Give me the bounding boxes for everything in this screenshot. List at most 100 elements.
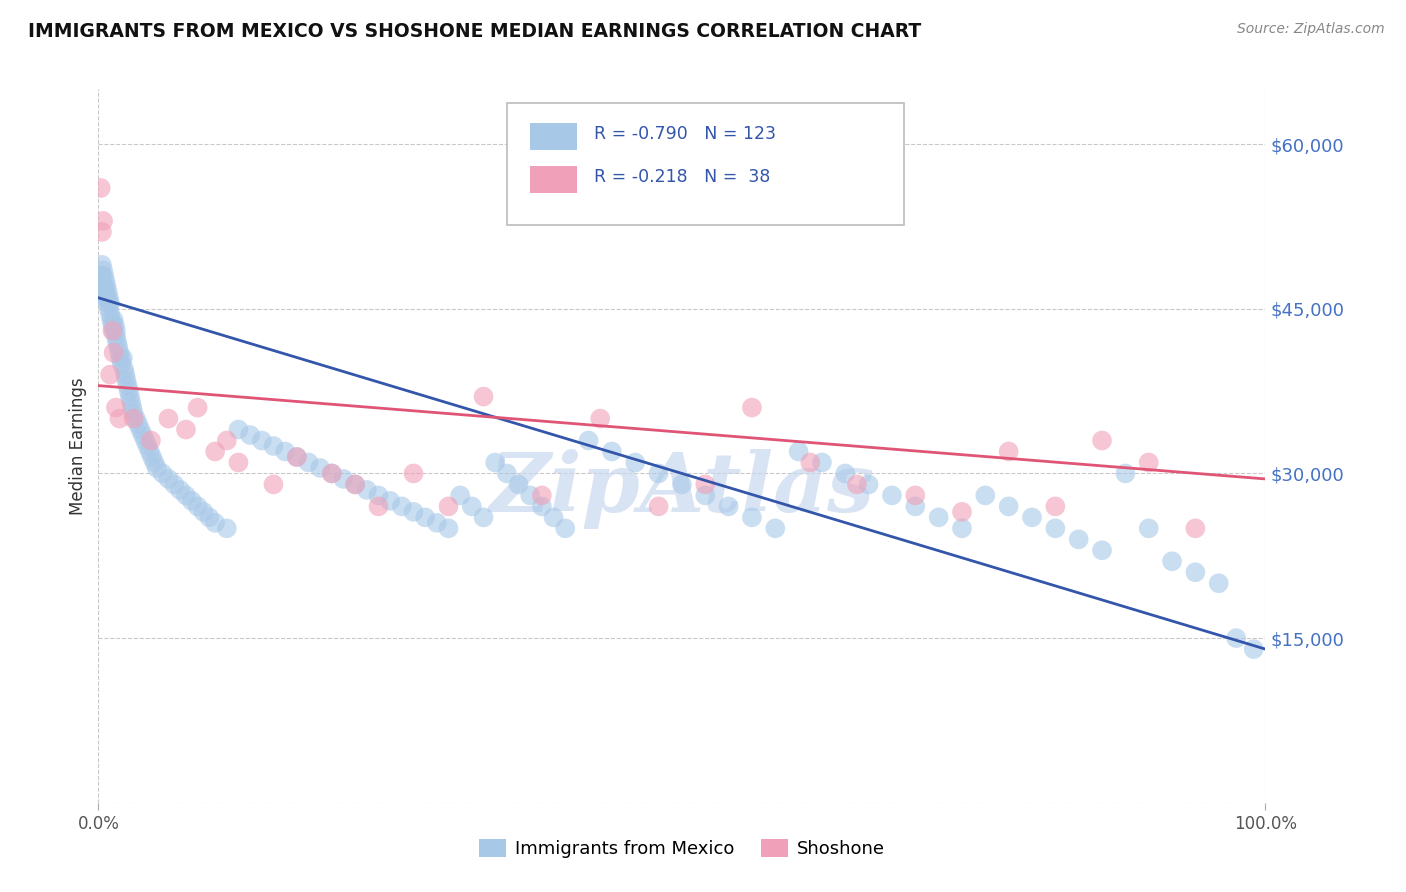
Point [163,477,186,491]
Point [834,467,856,481]
Point [880,488,903,502]
Point [103,324,125,338]
Point [530,488,553,502]
Point [107,340,129,354]
Point [125,411,148,425]
Point [108,345,131,359]
Point [228,423,250,437]
Point [94,274,117,288]
Point [508,477,530,491]
Point [180,494,202,508]
Point [121,401,143,415]
Point [104,318,127,333]
Point [437,500,460,514]
Point [600,444,623,458]
Point [101,324,124,338]
Point [1091,543,1114,558]
Point [250,434,273,448]
Point [367,500,389,514]
Point [578,434,600,448]
Point [997,500,1019,514]
Point [90,268,112,283]
Point [132,428,155,442]
Point [285,450,308,464]
Point [763,521,786,535]
Text: ZipAtlas: ZipAtlas [489,449,875,529]
Point [204,516,226,530]
Point [811,455,834,469]
Point [461,500,484,514]
Point [285,450,308,464]
Point [118,390,141,404]
Point [118,384,141,398]
Point [112,362,135,376]
Point [96,291,118,305]
Point [117,378,139,392]
Point [741,401,763,415]
Point [114,368,136,382]
Point [101,318,124,333]
Point [1067,533,1090,547]
Point [111,351,134,366]
Point [90,268,112,283]
Point [187,401,209,415]
Point [174,423,197,437]
Point [321,467,343,481]
Point [215,521,238,535]
Point [100,312,122,326]
Point [391,500,413,514]
Point [91,285,114,300]
Point [402,505,425,519]
Point [141,450,163,464]
Point [228,455,250,469]
Point [89,274,111,288]
Point [950,521,973,535]
Point [496,467,519,481]
Point [741,510,763,524]
Point [695,488,717,502]
Legend: Immigrants from Mexico, Shoshone: Immigrants from Mexico, Shoshone [471,831,893,865]
Point [950,505,973,519]
Point [108,411,131,425]
Point [98,307,121,321]
Point [105,334,128,349]
Bar [530,123,576,150]
Text: IMMIGRANTS FROM MEXICO VS SHOSHONE MEDIAN EARNINGS CORRELATION CHART: IMMIGRANTS FROM MEXICO VS SHOSHONE MEDIA… [28,22,921,41]
Point [554,521,576,535]
Point [90,225,112,239]
Point [589,411,612,425]
Point [309,461,332,475]
Point [129,423,152,437]
Point [1208,576,1230,591]
Text: Source: ZipAtlas.com: Source: ZipAtlas.com [1237,22,1385,37]
Point [262,439,284,453]
Point [94,285,117,300]
Point [136,439,159,453]
Point [198,510,221,524]
Point [104,324,127,338]
Point [110,351,132,366]
Point [1184,566,1206,580]
Point [187,500,209,514]
Point [104,401,127,415]
Point [472,510,495,524]
Point [321,467,343,481]
Point [904,488,927,502]
Point [152,467,174,481]
Point [332,472,354,486]
Point [647,500,669,514]
Point [974,488,997,502]
Point [90,258,112,272]
Point [928,510,950,524]
Point [717,500,740,514]
Point [90,280,112,294]
Point [519,488,541,502]
Point [93,280,115,294]
Point [120,395,142,409]
Text: R = -0.790   N = 123: R = -0.790 N = 123 [595,125,776,143]
Point [96,280,118,294]
Point [97,291,120,305]
Point [215,434,238,448]
Point [204,444,226,458]
Point [1091,434,1114,448]
